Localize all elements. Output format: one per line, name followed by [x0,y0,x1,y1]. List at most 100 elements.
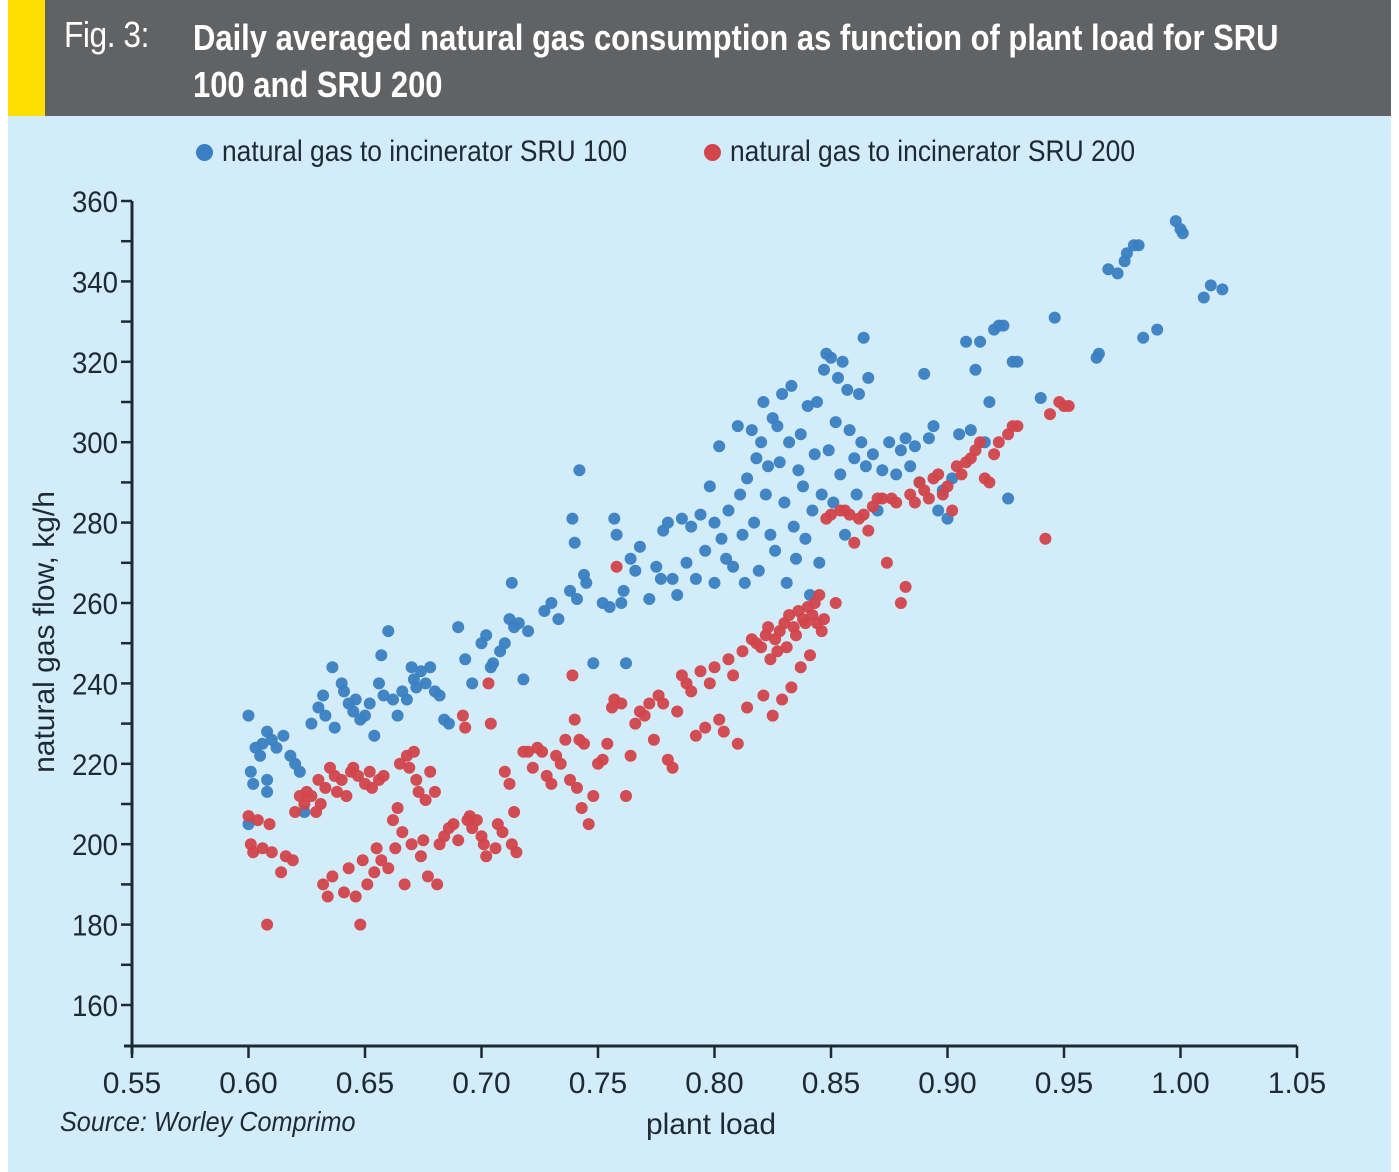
data-point [242,709,255,722]
data-point [568,713,581,726]
data-point [312,701,325,714]
data-point [894,444,907,457]
data-point [575,802,588,814]
data-point [983,396,996,408]
data-point [731,420,744,433]
data-point [335,773,348,786]
data-point [818,363,830,376]
data-point [391,709,404,722]
data-point [857,508,870,521]
x-tick-label: 0.65 [336,1067,394,1100]
data-point [727,560,740,573]
data-point [960,335,973,348]
source-note: Source: Worley Comprimo [60,1106,356,1137]
y-tick-label: 280 [72,508,118,541]
data-point [510,846,523,859]
data-point [387,814,399,827]
data-point [356,854,369,867]
data-point [482,677,495,690]
data-point [880,556,893,569]
data-point [442,717,455,730]
data-point [568,536,581,549]
data-point [261,918,274,931]
data-point [811,396,823,408]
data-point [997,319,1010,332]
legend-label-sru100: natural gas to incinerator SRU 100 [222,135,628,168]
data-point [1011,355,1024,368]
data-point [908,496,921,509]
data-point [452,621,465,634]
data-point [780,641,793,654]
data-point [822,444,835,457]
x-tick-label: 0.55 [103,1067,161,1100]
data-point [804,649,816,662]
data-point [251,814,264,827]
data-point [834,468,847,481]
x-tick-label: 0.70 [452,1067,510,1100]
y-tick-label: 240 [72,668,118,701]
data-point [242,810,255,823]
data-point [785,681,798,694]
data-point [738,576,751,589]
data-point [263,818,276,831]
data-point [862,371,875,384]
data-point [727,669,740,682]
data-point [564,584,576,597]
data-point [776,388,789,400]
data-point [736,528,749,541]
data-point [244,765,257,778]
data-point [354,918,367,931]
data-point [317,689,330,702]
data-point [741,472,754,485]
data-point [969,363,982,376]
data-point [375,649,388,662]
data-point [373,677,385,690]
data-point [289,806,302,818]
data-point [559,733,572,746]
data-point [377,769,390,782]
data-point [941,480,954,493]
data-point [829,416,842,429]
data-point [247,777,260,790]
data-point [764,653,777,666]
data-point [927,420,940,433]
data-point [338,886,350,899]
data-point [321,890,334,903]
data-point [638,709,651,722]
data-point [405,661,418,674]
y-tick-label: 340 [72,266,118,299]
data-point [256,842,269,855]
data-point [368,866,381,879]
data-point [1011,420,1024,433]
data-point [815,488,828,501]
data-point [261,773,274,786]
data-point [466,677,479,690]
data-point [407,745,420,758]
data-point [722,504,735,517]
data-point [414,850,427,863]
data-point [955,468,968,481]
data-point [1048,311,1061,324]
data-point [685,685,698,698]
data-point [715,532,728,545]
data-point [603,601,616,613]
data-point [666,572,679,585]
data-point [428,785,441,798]
data-point [347,705,360,718]
data-point [610,560,623,573]
data-point [988,448,1001,461]
data-point [261,785,274,798]
data-point [808,448,821,461]
data-point [801,400,814,412]
chart-title: Daily averaged natural gas consumption a… [193,17,1279,105]
data-point [883,436,896,449]
data-point [545,597,558,609]
data-point [825,508,837,521]
data-point [338,685,350,698]
data-point [797,480,809,493]
y-tick-label: 320 [72,347,118,380]
data-point [396,826,409,839]
data-point [552,613,565,626]
y-tick-label: 180 [72,910,118,943]
